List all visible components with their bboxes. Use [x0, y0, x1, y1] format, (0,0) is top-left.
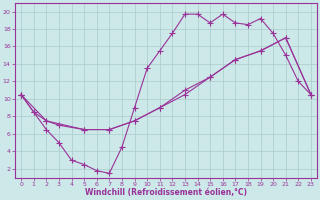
- X-axis label: Windchill (Refroidissement éolien,°C): Windchill (Refroidissement éolien,°C): [85, 188, 247, 197]
